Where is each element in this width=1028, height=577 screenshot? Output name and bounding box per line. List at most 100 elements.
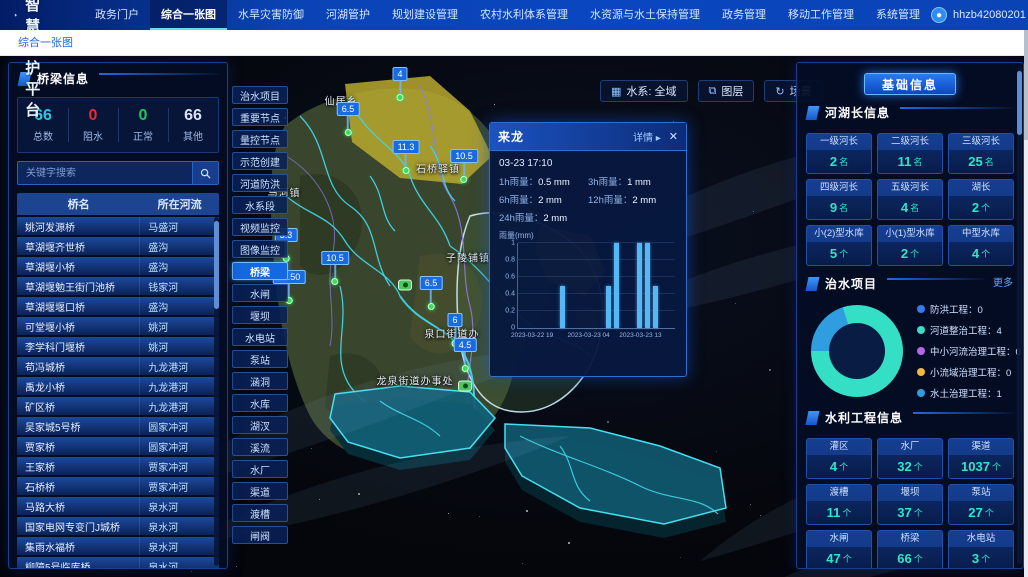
camera-icon[interactable] — [398, 280, 412, 291]
river-chief-card: 二级河长 11 名 — [877, 133, 943, 174]
panel-scrollbar[interactable] — [1017, 67, 1022, 564]
water-level-marker[interactable]: 11.3 — [393, 140, 420, 174]
table-row[interactable]: 李学科门堰桥 姚河 — [17, 337, 219, 355]
table-row[interactable]: 集雨水福桥 泉水河 — [17, 537, 219, 555]
water-level-marker[interactable]: 4.5 — [454, 338, 477, 372]
river-chief-card: 湖长 2 个 — [948, 179, 1014, 220]
legend-label: 水土治理工程：1 — [930, 386, 1002, 400]
top-header: 水系连通智慧管护平台 政务门户综合一张图水旱灾害防御河湖管护规划建设管理农村水利… — [0, 0, 1028, 30]
nav-tab[interactable]: 政务管理 — [711, 0, 777, 30]
donut-legend: 防洪工程：0 河道整治工程：4 中小河流治理工程：0 小流域治理工程：0 水土治理工程：… — [917, 302, 1021, 400]
popup-detail-link[interactable]: 详情 ▸ — [633, 129, 661, 144]
infrastructure-card: 渠道 1037 个 — [948, 438, 1014, 479]
search-icon[interactable] — [192, 162, 218, 184]
water-level-marker[interactable]: 6.5 — [420, 276, 443, 310]
basic-info-tab[interactable]: 基础信息 — [864, 73, 956, 95]
breadcrumb[interactable]: 综合一张图 — [18, 30, 73, 56]
layer-menu-item[interactable]: 图像监控 — [232, 240, 288, 258]
card-label: 五级河长 — [878, 180, 942, 196]
table-scrollbar[interactable] — [214, 217, 219, 566]
table-row[interactable]: 吴家城5号桥 圆家冲河 — [17, 417, 219, 435]
table-row[interactable]: 贾家桥 圆家冲河 — [17, 437, 219, 455]
layer-menu-item[interactable]: 水库 — [232, 394, 288, 412]
table-row[interactable]: 石桥桥 贾家冲河 — [17, 477, 219, 495]
layer-menu-item[interactable]: 渡槽 — [232, 504, 288, 522]
layer-menu-item[interactable]: 视频监控 — [232, 218, 288, 236]
map-control-button[interactable]: ⧉ 图层 — [698, 80, 755, 102]
river-name-cell: 泉水河 — [140, 557, 219, 568]
section-line — [887, 278, 985, 280]
rain-bar — [606, 286, 611, 329]
water-level-marker[interactable]: 10.5 — [321, 251, 349, 285]
table-row[interactable]: 柳障5号临库桥 泉水河 — [17, 557, 219, 568]
map-controls: ▦水系: 全域⧉图层↻场景 — [600, 80, 823, 102]
layer-menu-item[interactable]: 治水项目 — [232, 86, 288, 104]
table-row[interactable]: 草湖堰齐世桥 盛沟 — [17, 237, 219, 255]
nav-tab[interactable]: 政务门户 — [84, 0, 150, 30]
layer-menu-item[interactable]: 湖汊 — [232, 416, 288, 434]
section-line — [900, 107, 1015, 109]
nav-tab[interactable]: 水旱灾害防御 — [227, 0, 315, 30]
layer-menu-item[interactable]: 水系段 — [232, 196, 288, 214]
page-scrollbar[interactable] — [1024, 30, 1028, 577]
river-name-cell: 圆家冲河 — [140, 417, 219, 435]
camera-icon[interactable] — [458, 381, 472, 392]
table-row[interactable]: 国家电网专变门J城桥 泉水河 — [17, 517, 219, 535]
user-menu[interactable]: ● hhzb42080201 ▼ — [931, 7, 1028, 23]
table-row[interactable]: 禹龙小桥 九龙港河 — [17, 377, 219, 395]
nav-tab[interactable]: 河湖管护 — [315, 0, 381, 30]
bridge-name-cell: 草湖堰小桥 — [17, 257, 140, 275]
water-level-marker[interactable]: 4 — [392, 67, 407, 101]
water-level-marker[interactable]: 6.5 — [337, 102, 360, 136]
table-row[interactable]: 矿区桥 九龙港河 — [17, 397, 219, 415]
layer-menu-item[interactable]: 桥梁 — [232, 262, 288, 280]
layer-menu-item[interactable]: 涵洞 — [232, 372, 288, 390]
layer-menu-item[interactable]: 河道防洪 — [232, 174, 288, 192]
marker-value: 6.5 — [337, 102, 360, 116]
layer-menu-item[interactable]: 闸阀 — [232, 526, 288, 544]
nav-tab[interactable]: 水资源与水土保持管理 — [579, 0, 711, 30]
bridge-table: 桥名 所在河流 姚河发源桥 马盛河 草湖堰齐世桥 盛沟 草湖堰小桥 盛沟 草湖堰勉王街门池桥… — [17, 193, 219, 568]
nav-tab[interactable]: 系统管理 — [865, 0, 931, 30]
layer-menu-item[interactable]: 示范创建 — [232, 152, 288, 170]
popup-title: 来龙 — [498, 128, 524, 145]
table-row[interactable]: 草湖堰堰口桥 盛沟 — [17, 297, 219, 315]
layer-menu-item[interactable]: 溪流 — [232, 438, 288, 456]
card-value: 5个 — [807, 242, 871, 265]
table-row[interactable]: 苟冯城桥 九龙港河 — [17, 357, 219, 375]
nav-tab[interactable]: 移动工作管理 — [777, 0, 865, 30]
river-chief-card: 四级河长 9 名 — [806, 179, 872, 220]
river-chiefs-cards: 一级河长 2 名二级河长 11 名三级河长 25 名四级河长 9 名五级河长 4 名湖长 2 个小(2)… — [806, 133, 1014, 266]
search-input[interactable] — [18, 162, 192, 184]
layer-menu-item[interactable]: 堰坝 — [232, 306, 288, 324]
layer-menu-item[interactable]: 水厂 — [232, 460, 288, 478]
table-row[interactable]: 草湖堰小桥 盛沟 — [17, 257, 219, 275]
card-value: 11 个 — [807, 501, 871, 524]
nav-tab[interactable]: 规划建设管理 — [381, 0, 469, 30]
bridge-name-cell: 可堂堰小桥 — [17, 317, 140, 335]
chart-y-label: 雨量(mm) — [499, 230, 677, 241]
table-row[interactable]: 姚河发源桥 马盛河 — [17, 217, 219, 235]
nav-tab[interactable]: 农村水利体系管理 — [469, 0, 579, 30]
legend-item: 小流域治理工程：0 — [917, 365, 1021, 379]
close-icon[interactable]: ✕ — [669, 130, 678, 143]
table-row[interactable]: 可堂堰小桥 姚河 — [17, 317, 219, 335]
marker-value: 6.5 — [420, 276, 443, 290]
table-row[interactable]: 草湖堰勉王街门池桥 钱家河 — [17, 277, 219, 295]
donut-ring — [811, 305, 903, 397]
projects-more-link[interactable]: 更多 — [993, 276, 1013, 292]
nav-tab[interactable]: 综合一张图 — [150, 0, 227, 30]
table-row[interactable]: 马路大桥 泉水河 — [17, 497, 219, 515]
map-control-button[interactable]: ▦ 水系: 全域 — [600, 80, 688, 102]
table-row[interactable]: 王家桥 贾家冲河 — [17, 457, 219, 475]
water-level-marker[interactable]: 10.5 — [450, 149, 478, 183]
x-tick-label: 2023-03-22 19 — [511, 332, 553, 339]
layer-menu-item[interactable]: 水电站 — [232, 328, 288, 346]
layer-menu-item[interactable]: 量控节点 — [232, 130, 288, 148]
layer-menu-item[interactable]: 重要节点 — [232, 108, 288, 126]
legend-item: 防洪工程：0 — [917, 302, 1021, 316]
layer-menu-item[interactable]: 渠道 — [232, 482, 288, 500]
layer-menu-item[interactable]: 泵站 — [232, 350, 288, 368]
layer-menu-item[interactable]: 水闸 — [232, 284, 288, 302]
gridline — [518, 276, 675, 277]
